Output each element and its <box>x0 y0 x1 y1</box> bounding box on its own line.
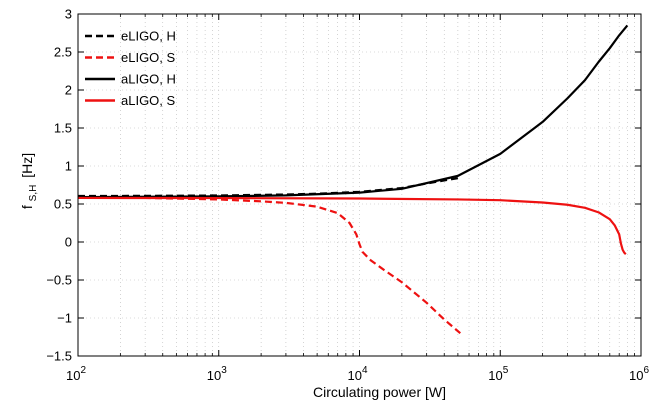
series-layer <box>78 24 629 335</box>
y-tick-label: 3 <box>65 7 72 22</box>
x-tick-label: 105 <box>488 365 508 383</box>
x-tick-exp: 5 <box>503 365 509 376</box>
y-tick-label: 1.5 <box>54 121 72 136</box>
y-axis-label-sub: S,H <box>28 185 39 202</box>
y-axis-label: f S,H [Hz] <box>19 153 39 209</box>
legend-label: aLIGO, H <box>121 72 176 87</box>
x-tick-exp: 3 <box>221 365 227 376</box>
series-line-1 <box>78 177 459 198</box>
series-line-3 <box>78 24 629 199</box>
legend-label: eLIGO, H <box>121 29 176 44</box>
x-tick-exp: 2 <box>80 365 86 376</box>
x-tick-base: 10 <box>629 368 643 383</box>
x-tick-base: 10 <box>207 368 221 383</box>
y-axis-label-base: f <box>19 205 35 209</box>
grid-layer <box>77 13 642 357</box>
x-tick-label: 106 <box>629 365 649 383</box>
y-tick-label: 0 <box>65 235 72 250</box>
x-tick-label: 102 <box>66 365 86 383</box>
legend-label: eLIGO, S <box>121 50 176 65</box>
ticks-layer: 102 103 104 105 106−1.5−1−0.500.511.522.53 <box>46 7 649 384</box>
series-line-2 <box>78 196 461 335</box>
x-tick-label: 103 <box>207 365 227 383</box>
y-tick-label: −0.5 <box>46 273 72 288</box>
x-tick-exp: 4 <box>362 365 368 376</box>
legend-label: aLIGO, S <box>121 93 176 108</box>
x-tick-base: 10 <box>347 368 361 383</box>
legend: eLIGO, H eLIGO, S aLIGO, H aLIGO, S <box>85 29 176 108</box>
y-tick-label: 2 <box>65 83 72 98</box>
x-tick-exp: 6 <box>643 365 649 376</box>
x-axis-label: Circulating power [W] <box>313 384 446 400</box>
y-axis-label-unit: [Hz] <box>19 153 35 178</box>
y-tick-label: −1 <box>57 311 72 326</box>
series-line-4 <box>78 196 627 255</box>
x-tick-base: 10 <box>488 368 502 383</box>
y-tick-label: 2.5 <box>54 45 72 60</box>
x-tick-base: 10 <box>66 368 80 383</box>
y-tick-label: 0.5 <box>54 197 72 212</box>
y-tick-label: −1.5 <box>46 349 72 364</box>
plot-frame <box>77 13 642 357</box>
x-tick-label: 104 <box>347 365 367 383</box>
y-tick-label: 1 <box>65 159 72 174</box>
